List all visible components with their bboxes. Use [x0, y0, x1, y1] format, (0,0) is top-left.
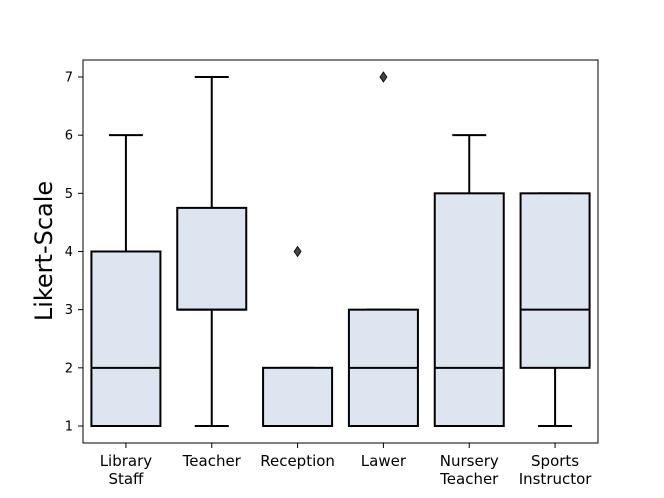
- outlier-point: [293, 245, 302, 258]
- x-tick-label-line: Sports: [531, 452, 579, 470]
- x-tick-label: Teacher: [182, 452, 242, 470]
- x-tick-label-line: Lawer: [361, 452, 407, 470]
- iqr-box: [433, 192, 505, 427]
- x-tick-label-line: Nursery: [440, 452, 499, 470]
- x-tick-label-line: Instructor: [519, 470, 593, 488]
- x-tick-label-line: Library: [100, 452, 153, 470]
- y-tick-label: 2: [65, 361, 73, 376]
- y-tick-label: 6: [65, 129, 73, 144]
- x-tick-label: Library Staff: [100, 452, 153, 488]
- x-tick-label-line: Teacher: [439, 470, 499, 488]
- y-tick-label: 7: [65, 71, 73, 86]
- boxes-layer: [90, 71, 591, 428]
- iqr-box: [90, 250, 162, 427]
- x-tick-label-line: Staff: [108, 470, 144, 488]
- iqr-box: [176, 206, 248, 311]
- box-group: [90, 134, 162, 427]
- box-group: [347, 71, 419, 427]
- y-tick-label: 5: [65, 187, 73, 202]
- x-axis: Library Staff Teacher Reception Lawer Nursery…: [100, 443, 593, 488]
- box-group: [176, 76, 248, 427]
- x-tick-label: Reception: [260, 452, 335, 470]
- outlier-point: [379, 71, 388, 83]
- x-tick-label: Sports Instructor: [519, 452, 593, 488]
- y-axis: 1 2 3 4 5 6 7: [65, 71, 83, 435]
- x-tick-label: Nursery Teacher: [439, 452, 499, 488]
- y-tick-label: 3: [65, 303, 73, 318]
- iqr-box: [519, 192, 591, 369]
- x-tick-label-line: Reception: [260, 452, 335, 470]
- box-group: [262, 245, 334, 428]
- y-tick-label: 1: [65, 420, 73, 435]
- iqr-box: [262, 366, 334, 428]
- y-tick-label: 4: [65, 245, 73, 260]
- x-tick-label: Lawer: [361, 452, 407, 470]
- box-group: [433, 134, 505, 427]
- x-tick-label-line: Teacher: [182, 452, 242, 470]
- y-axis-label: Likert-Scale: [30, 181, 58, 321]
- box-group: [519, 192, 591, 427]
